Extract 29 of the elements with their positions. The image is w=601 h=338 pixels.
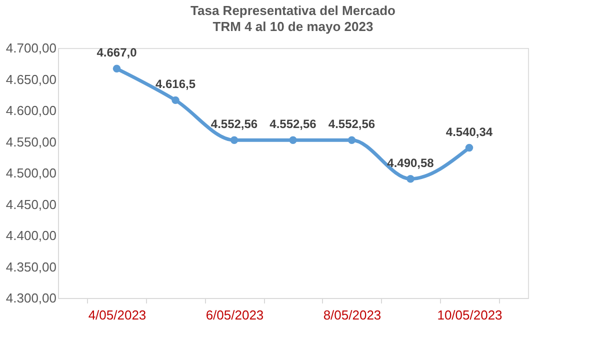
data-label: 4.616,5	[155, 77, 196, 92]
data-label: 4.552,56	[270, 117, 317, 132]
point	[289, 136, 297, 144]
point	[465, 144, 474, 152]
data-label: 4.552,56	[210, 117, 258, 132]
point	[230, 136, 238, 144]
y-tick-label: 4.350,00	[6, 259, 56, 274]
point	[348, 136, 356, 144]
y-tick-label: 4.700,00	[6, 40, 56, 56]
x-tick-label: 4/05/2023	[88, 308, 146, 322]
y-tick-label: 4.550,00	[6, 134, 56, 150]
data-label: 4.667,0	[96, 46, 138, 60]
y-tick-label: 4.450,00	[6, 196, 56, 212]
chart-title: Tasa Representativa del Mercado	[190, 3, 396, 18]
y-tick-label: 4.500,00	[6, 166, 56, 180]
x-tick-label: 8/05/2023	[323, 308, 382, 322]
y-tick-label: 4.300,00	[6, 290, 56, 306]
x-tick-label: 10/05/2023	[437, 308, 502, 322]
x-tick-label: 6/05/2023	[206, 308, 264, 322]
point	[112, 64, 121, 72]
y-tick-label: 4.400,00	[6, 228, 56, 243]
data-label: 4.540,34	[446, 124, 493, 139]
point	[406, 175, 414, 183]
data-label: 4.490,58	[387, 156, 434, 170]
chart-subtitle: TRM 4 al 10 de mayo 2023	[212, 19, 374, 34]
data-label: 4.552,56	[328, 117, 376, 132]
y-tick-label: 4.650,00	[6, 72, 56, 87]
point	[172, 96, 180, 104]
y-tick-label: 4.600,00	[6, 103, 56, 118]
